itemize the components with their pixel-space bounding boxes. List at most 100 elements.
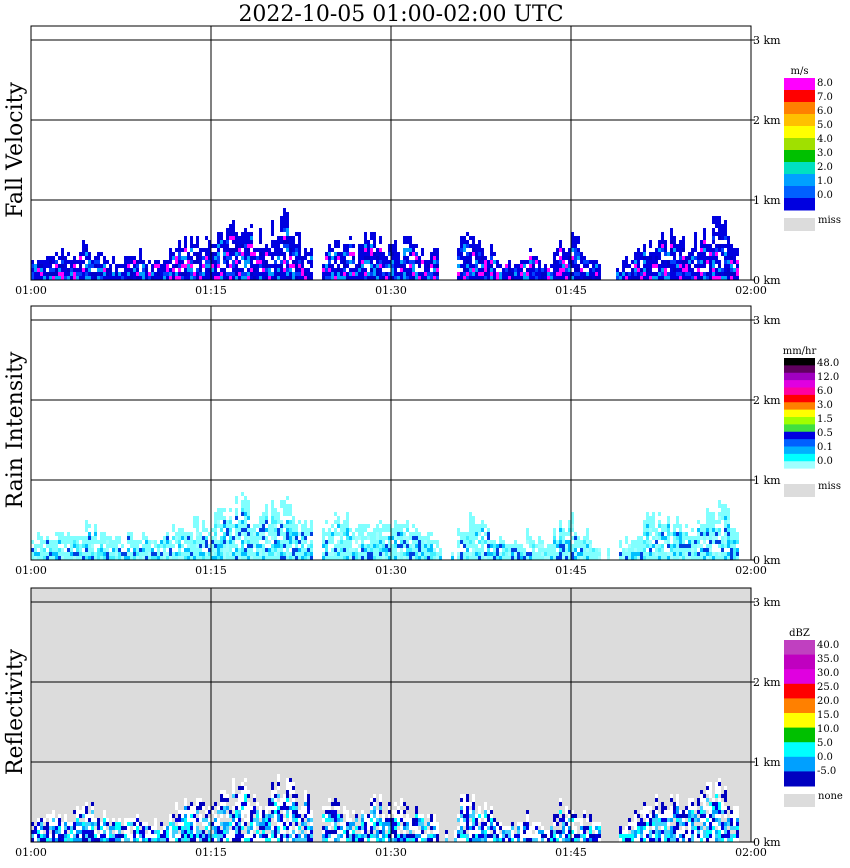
- echo-cell: [343, 276, 346, 280]
- echo-cell: [634, 540, 637, 544]
- echo-cell: [355, 552, 358, 556]
- echo-cell: [634, 272, 637, 276]
- echo-cell: [475, 528, 478, 532]
- echo-cell: [634, 544, 637, 548]
- echo-cell: [580, 548, 583, 552]
- echo-cell: [268, 532, 271, 536]
- echo-cell: [388, 276, 391, 280]
- echo-cell: [625, 260, 628, 264]
- echo-cell: [718, 528, 721, 532]
- echo-cell: [685, 260, 688, 264]
- echo-cell: [685, 532, 688, 536]
- echo-cell: [220, 276, 223, 280]
- echo-cell: [655, 794, 658, 798]
- echo-cell: [211, 552, 214, 556]
- echo-cell: [226, 244, 229, 248]
- echo-cell: [289, 810, 292, 814]
- echo-cell: [244, 520, 247, 524]
- echo-cell: [370, 260, 373, 264]
- echo-cell: [190, 810, 193, 814]
- echo-cell: [37, 268, 40, 272]
- echo-cell: [400, 528, 403, 532]
- echo-cell: [190, 248, 193, 252]
- echo-cell: [643, 830, 646, 834]
- echo-cell: [118, 264, 121, 268]
- echo-cell: [100, 544, 103, 548]
- echo-cell: [409, 822, 412, 826]
- echo-cell: [688, 264, 691, 268]
- echo-cell: [424, 540, 427, 544]
- echo-cell: [586, 544, 589, 548]
- echo-cell: [292, 794, 295, 798]
- echo-cell: [184, 838, 187, 842]
- echo-cell: [181, 556, 184, 560]
- echo-cell: [709, 838, 712, 842]
- echo-cell: [646, 822, 649, 826]
- echo-cell: [508, 552, 511, 556]
- echo-cell: [328, 540, 331, 544]
- echo-cell: [238, 838, 241, 842]
- echo-cell: [82, 260, 85, 264]
- echo-cell: [571, 814, 574, 818]
- echo-cell: [361, 248, 364, 252]
- echo-cell: [88, 536, 91, 540]
- echo-cell: [484, 802, 487, 806]
- echo-cell: [385, 272, 388, 276]
- echo-cell: [430, 540, 433, 544]
- echo-cell: [577, 536, 580, 540]
- echo-cell: [595, 548, 598, 552]
- echo-cell: [280, 552, 283, 556]
- legend-miss-label: miss: [818, 481, 841, 492]
- echo-cell: [307, 252, 310, 256]
- echo-cell: [265, 556, 268, 560]
- echo-cell: [310, 276, 313, 280]
- chart-title: 2022-10-05 01:00-02:00 UTC: [238, 2, 563, 27]
- echo-cell: [397, 806, 400, 810]
- echo-cell: [232, 260, 235, 264]
- echo-cell: [514, 548, 517, 552]
- echo-cell: [97, 838, 100, 842]
- echo-cell: [526, 536, 529, 540]
- echo-cell: [709, 244, 712, 248]
- echo-cell: [574, 244, 577, 248]
- echo-cell: [145, 826, 148, 830]
- echo-cell: [709, 786, 712, 790]
- echo-cell: [37, 276, 40, 280]
- echo-cell: [157, 834, 160, 838]
- echo-cell: [556, 814, 559, 818]
- echo-cell: [340, 276, 343, 280]
- echo-cell: [88, 256, 91, 260]
- echo-cell: [187, 264, 190, 268]
- echo-cell: [406, 826, 409, 830]
- echo-cell: [346, 544, 349, 548]
- legend-label: 1.5: [817, 414, 833, 425]
- echo-cell: [502, 826, 505, 830]
- echo-cell: [151, 552, 154, 556]
- echo-cell: [94, 524, 97, 528]
- echo-cell: [730, 256, 733, 260]
- echo-cell: [394, 556, 397, 560]
- echo-cell: [580, 838, 583, 842]
- echo-cell: [559, 264, 562, 268]
- echo-cell: [586, 552, 589, 556]
- echo-cell: [688, 810, 691, 814]
- echo-cell: [259, 276, 262, 280]
- echo-cell: [103, 834, 106, 838]
- echo-cell: [322, 532, 325, 536]
- echo-cell: [571, 826, 574, 830]
- echo-cell: [247, 232, 250, 236]
- echo-cell: [241, 528, 244, 532]
- echo-cell: [193, 810, 196, 814]
- echo-cell: [523, 272, 526, 276]
- echo-cell: [463, 264, 466, 268]
- echo-cell: [691, 552, 694, 556]
- echo-cell: [568, 264, 571, 268]
- echo-cell: [34, 264, 37, 268]
- echo-cell: [664, 264, 667, 268]
- echo-cell: [235, 240, 238, 244]
- echo-cell: [454, 834, 457, 838]
- echo-cell: [700, 556, 703, 560]
- echo-cell: [397, 264, 400, 268]
- echo-cell: [163, 552, 166, 556]
- echo-cell: [310, 264, 313, 268]
